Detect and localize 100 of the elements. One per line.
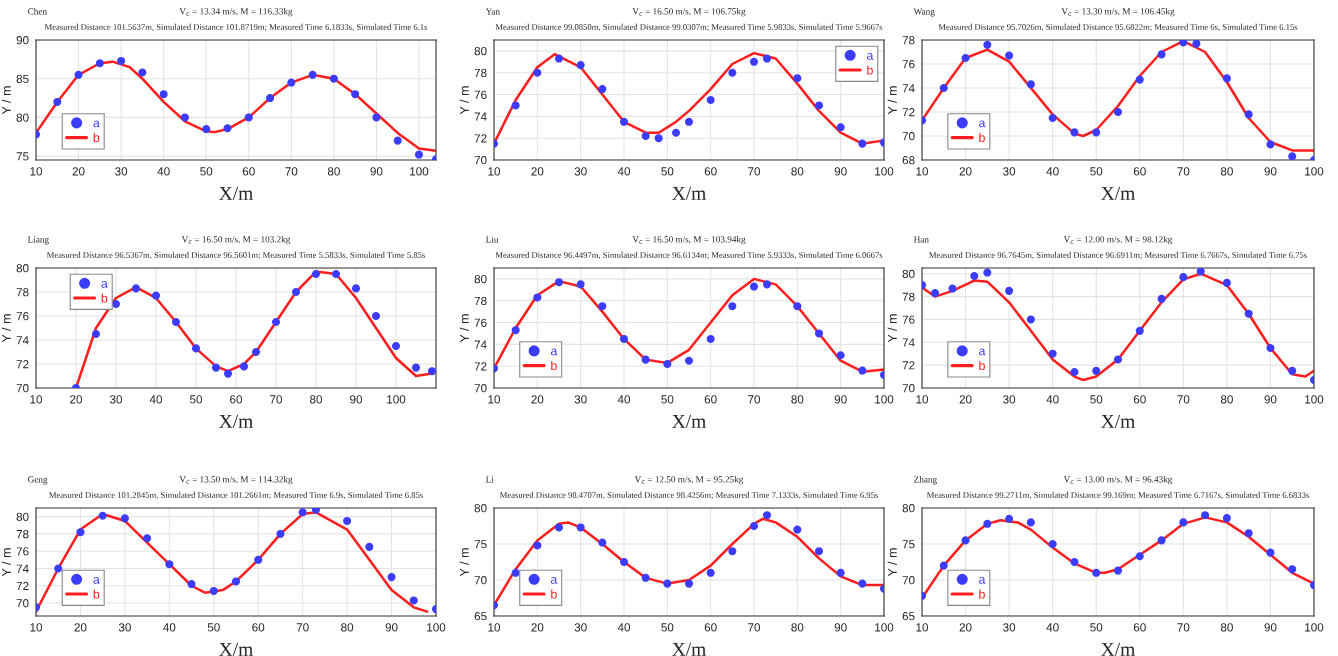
- point: [223, 124, 232, 133]
- point: [931, 289, 940, 298]
- point: [533, 541, 542, 550]
- point: [1135, 75, 1144, 84]
- point: [983, 519, 992, 528]
- point: [91, 329, 101, 339]
- point: [1048, 349, 1057, 358]
- point: [1070, 367, 1079, 377]
- point: [983, 40, 992, 49]
- point: [576, 523, 585, 532]
- point: [948, 284, 957, 293]
- point: [74, 70, 83, 79]
- point: [1288, 152, 1297, 160]
- point: [1026, 315, 1035, 324]
- point: [1179, 273, 1188, 282]
- point: [427, 367, 436, 376]
- point: [1179, 518, 1188, 527]
- x-axis-title: X/m: [1101, 186, 1135, 200]
- point: [619, 557, 629, 567]
- point: [684, 579, 694, 588]
- point: [54, 564, 63, 573]
- point: [619, 117, 629, 126]
- point: [1113, 355, 1123, 364]
- point: [251, 347, 261, 357]
- point: [576, 61, 585, 70]
- point: [814, 547, 824, 556]
- point: [793, 525, 802, 534]
- point: [961, 53, 970, 63]
- point: [1222, 514, 1231, 523]
- point: [654, 134, 663, 143]
- point: [749, 521, 759, 531]
- point: [191, 344, 201, 353]
- point: [1244, 309, 1253, 318]
- point: [1092, 366, 1101, 375]
- point: [749, 57, 759, 66]
- point: [391, 341, 401, 351]
- point: [171, 317, 181, 327]
- x-axis-title: X/m: [672, 186, 706, 200]
- point: [619, 334, 629, 343]
- point: [1092, 568, 1101, 577]
- point: [1288, 366, 1297, 375]
- point: [308, 70, 317, 79]
- x-axis-title: X/m: [219, 186, 253, 200]
- point: [111, 299, 121, 309]
- point: [1266, 343, 1275, 353]
- point: [331, 269, 341, 279]
- point: [254, 555, 263, 564]
- point: [706, 334, 715, 343]
- x-axis-title: X/m: [1101, 642, 1135, 656]
- point: [1135, 326, 1144, 335]
- point: [1266, 548, 1275, 557]
- point: [511, 568, 520, 577]
- x-axis-title: X/m: [672, 414, 706, 428]
- point: [983, 268, 992, 277]
- point: [533, 68, 542, 77]
- point: [120, 514, 129, 523]
- point: [1048, 539, 1057, 549]
- point: [211, 363, 221, 372]
- point: [728, 68, 737, 77]
- point: [159, 90, 168, 99]
- point: [1244, 529, 1253, 538]
- point: [266, 94, 275, 103]
- point: [409, 596, 418, 605]
- point: [511, 101, 520, 110]
- point: [1135, 552, 1144, 561]
- point: [351, 284, 361, 293]
- point: [165, 560, 174, 569]
- point: [858, 579, 867, 588]
- point: [1092, 128, 1101, 137]
- line-series: [36, 511, 429, 613]
- point: [1026, 80, 1035, 89]
- point: [98, 511, 107, 520]
- point: [858, 139, 867, 148]
- point: [1222, 74, 1231, 83]
- point: [1192, 40, 1201, 48]
- point: [298, 508, 307, 517]
- point: [287, 78, 296, 87]
- point: [554, 523, 564, 532]
- point: [117, 56, 126, 65]
- point: [53, 97, 62, 106]
- point: [663, 359, 672, 369]
- point: [554, 278, 564, 287]
- point: [291, 287, 301, 297]
- point: [387, 573, 396, 582]
- point: [1026, 518, 1035, 527]
- point: [671, 128, 681, 137]
- point: [793, 74, 802, 83]
- point: [970, 271, 979, 281]
- point: [728, 302, 737, 311]
- point: [684, 356, 694, 365]
- point: [598, 302, 607, 311]
- point: [554, 54, 564, 63]
- point: [576, 280, 585, 289]
- point: [836, 351, 845, 360]
- point: [1048, 113, 1057, 123]
- point: [393, 136, 402, 145]
- point: [187, 580, 196, 589]
- point: [351, 90, 360, 99]
- point: [311, 269, 321, 279]
- point: [641, 355, 650, 364]
